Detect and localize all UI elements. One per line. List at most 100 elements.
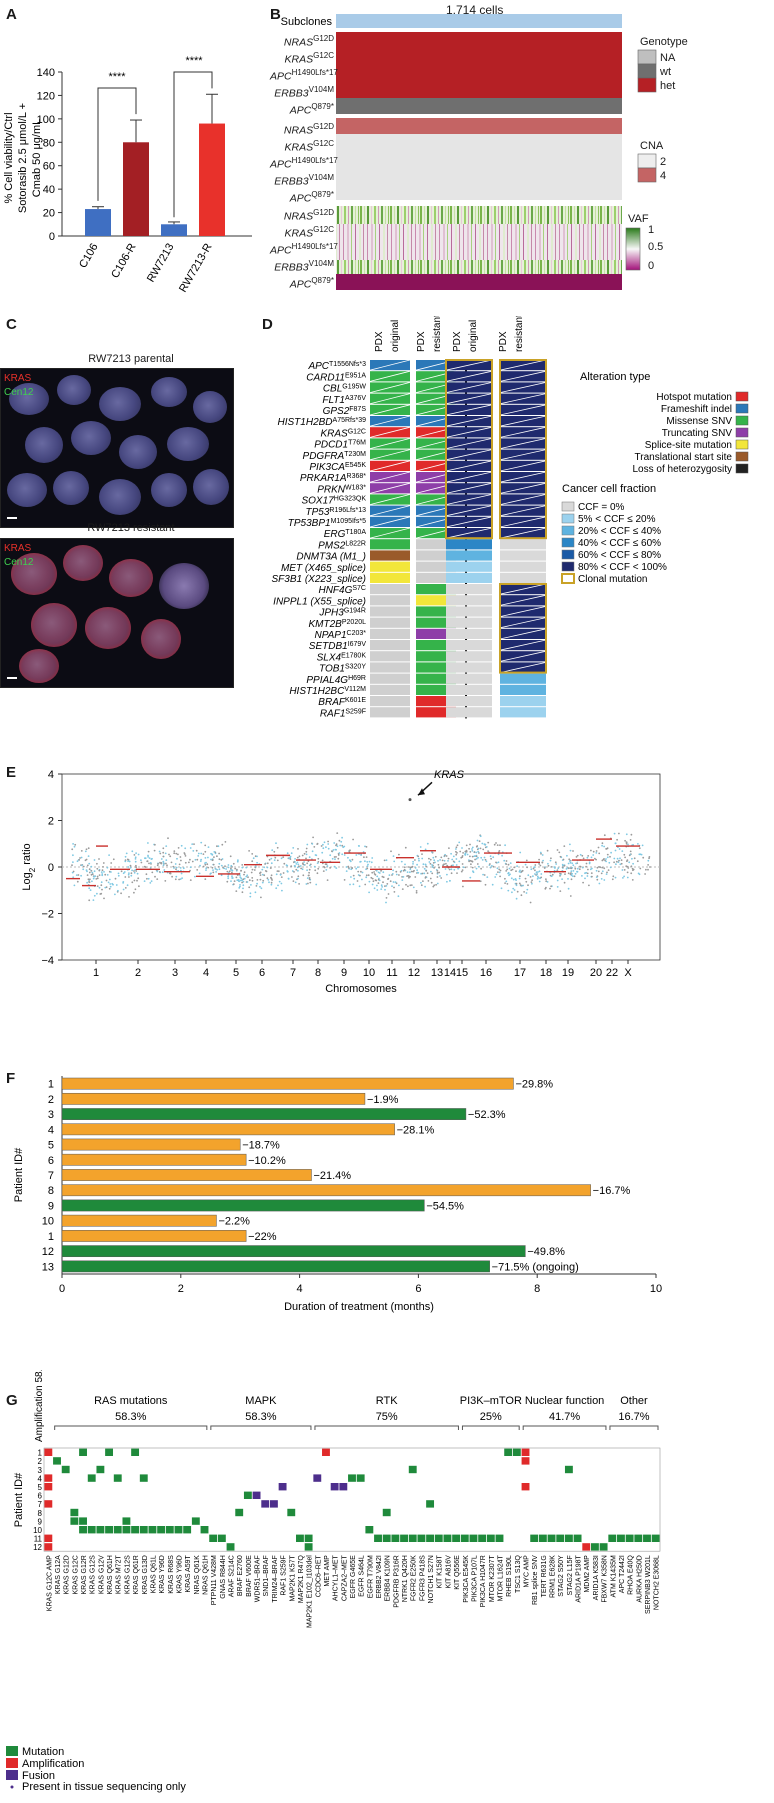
panel-d-ccf-cell [446, 684, 492, 695]
panel-e-point [243, 873, 245, 876]
panel-e-point [355, 867, 358, 870]
panel-e-point [103, 871, 105, 873]
panel-d-loh-mark [445, 516, 493, 528]
panel-e-point [628, 854, 631, 857]
panel-e-point [75, 874, 78, 876]
panel-g-cell [486, 1534, 495, 1542]
panel-e-point [394, 881, 397, 883]
panel-e-point [98, 869, 101, 872]
panel-e-point [401, 876, 403, 878]
panel-g-cell [287, 1508, 296, 1517]
panel-e-point [561, 878, 563, 880]
panel-e-point [559, 890, 562, 892]
panel-e-point [615, 860, 618, 863]
panel-e-point [485, 860, 488, 863]
panel-d-loh-mark [369, 449, 411, 461]
panel-g-ylabel: Patient ID# [13, 1472, 25, 1527]
panel-e-point [87, 847, 90, 850]
panel-e-point [117, 872, 120, 875]
panel-d-alt-legend-label: Missense SNV [666, 416, 732, 427]
panel-e-point [623, 853, 626, 856]
panel-e-point [536, 875, 539, 878]
panel-e-point [364, 845, 366, 848]
panel-e-point [578, 868, 581, 871]
panel-d-loh-mark [499, 359, 547, 371]
panel-a-bar-chart: % Cell viability/Ctrl Sotorasib 2.5 μmol… [3, 55, 252, 294]
panel-e-point [129, 866, 132, 869]
panel-f-bar [61, 1108, 467, 1120]
panel-e-point [297, 869, 299, 872]
panel-e-point [471, 846, 474, 849]
panel-d-loh-mark [499, 460, 547, 472]
panel-g-cell [408, 1465, 417, 1474]
panel-e-point [443, 859, 446, 862]
panel-e-point [480, 867, 482, 870]
panel-e-point [448, 847, 450, 849]
panel-g-patient-label: 9 [38, 1517, 43, 1526]
panel-e-point [204, 878, 207, 880]
panel-e-point [598, 866, 600, 868]
panel-e-point [180, 859, 182, 862]
panel-e-point [137, 853, 140, 856]
panel-b-vaf-title: VAF [628, 213, 649, 225]
panel-c-top-kras: KRAS [4, 373, 32, 384]
panel-e-point [385, 859, 388, 862]
panel-e-point [158, 871, 161, 873]
panel-d-loh-mark [445, 370, 493, 382]
panel-d-col-header: PDX [374, 331, 385, 352]
panel-e-point [153, 849, 156, 852]
panel-g-cell [44, 1500, 53, 1508]
panel-e-point [127, 860, 129, 862]
panel-e-point [79, 857, 81, 859]
panel-a-bracket-1 [97, 87, 137, 201]
panel-e-point [382, 876, 385, 879]
panel-d-gene-label: BRAFK601E [318, 697, 366, 709]
panel-g-cell [296, 1534, 304, 1542]
panel-e-point [442, 864, 444, 867]
panel-e-point [492, 856, 495, 859]
panel-d-cell [416, 550, 456, 561]
panel-g-column-label: MDM2 AMP [584, 1555, 591, 1593]
panel-g-column-label: EGFR S464L [359, 1555, 366, 1597]
panel-g-column-label: MAP2K1 K57T [289, 1554, 296, 1601]
panel-e-point [638, 853, 641, 856]
panel-d-loh-mark [499, 606, 547, 617]
panel-d-cell [416, 662, 456, 673]
panel-d-cell [416, 606, 456, 617]
panel-e-point [621, 850, 624, 852]
panel-e-point [377, 882, 380, 884]
panel-d-ccf-cell [446, 673, 492, 684]
panel-e-point [606, 853, 609, 856]
panel-e-point [162, 851, 165, 854]
panel-e-point [619, 857, 621, 860]
panel-e-point [140, 859, 142, 862]
panel-e-points [71, 832, 651, 904]
panel-d-loh-mark [445, 438, 493, 449]
panel-e-point [469, 876, 472, 879]
panel-g-cell [243, 1491, 252, 1499]
panel-e-point [227, 866, 230, 869]
panel-f-patient-label: 8 [48, 1185, 54, 1197]
panel-d-ccf-title: Cancer cell fraction [562, 483, 656, 495]
panel-d-ccf-cell [446, 606, 492, 617]
panel-e-point [352, 883, 355, 886]
panel-e-point [595, 876, 598, 878]
panel-e-point [101, 888, 103, 891]
panel-e-point [143, 865, 146, 868]
panel-e-point [404, 863, 406, 866]
panel-e-point [585, 865, 587, 868]
panel-g-column-label: MAP2K1 R47Q [298, 1555, 305, 1603]
panel-e-point [98, 858, 100, 860]
panel-e-point [173, 850, 176, 852]
panel-e-point [260, 887, 263, 890]
panel-e-point [576, 854, 579, 857]
panel-e-point [205, 867, 208, 870]
panel-e-point [377, 871, 380, 874]
panel-label-a: A [6, 6, 17, 23]
panel-g-cell [564, 1534, 573, 1542]
panel-e-point [559, 873, 562, 876]
panel-e-point [238, 887, 241, 889]
panel-e-point [331, 857, 334, 860]
panel-e-chrom-label: 18 [540, 967, 552, 979]
